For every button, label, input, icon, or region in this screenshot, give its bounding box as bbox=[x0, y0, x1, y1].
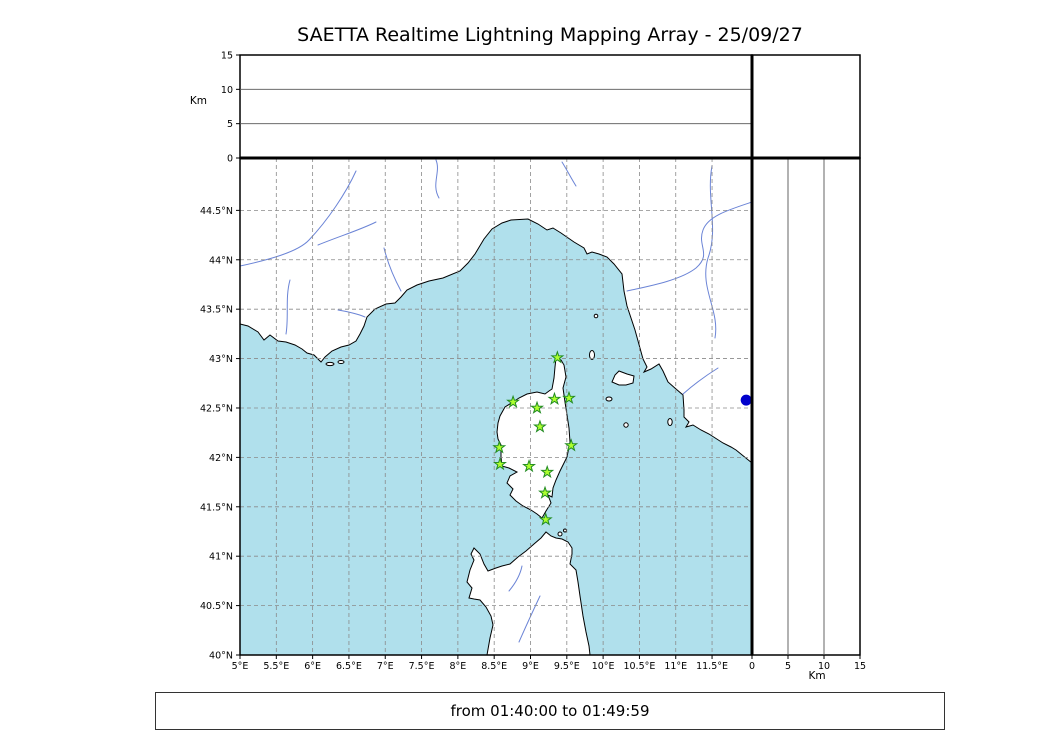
island-porquerolles bbox=[325, 361, 335, 367]
river-tiber bbox=[705, 165, 717, 339]
river-arno bbox=[626, 201, 752, 292]
map-panel bbox=[239, 157, 753, 656]
river-argens bbox=[337, 309, 366, 318]
lon-tick-label: 11°E bbox=[664, 661, 687, 672]
lon-tick-label: 8.5°E bbox=[481, 661, 507, 672]
lon-tick-label: 9.5°E bbox=[554, 661, 580, 672]
river-scrivia bbox=[561, 161, 577, 187]
station-star-5 bbox=[562, 390, 576, 405]
lat-tick-label: 42°N bbox=[209, 453, 233, 464]
lon-tick-label: 7.5°E bbox=[409, 661, 435, 672]
lon-tick-label: 6°E bbox=[304, 661, 321, 672]
island-giglio bbox=[667, 418, 673, 426]
alt-lon-tick-label: 5 bbox=[227, 119, 233, 130]
river-verdon bbox=[317, 221, 377, 246]
time-window-box: from 01:40:00 to 01:49:59 bbox=[155, 692, 945, 730]
lon-tick-label: 5.5°E bbox=[263, 661, 289, 672]
lat-tick-label: 44.5°N bbox=[200, 206, 233, 217]
km-unit-label-top: Km bbox=[190, 95, 207, 107]
island-maddalena-2 bbox=[563, 528, 567, 533]
alt-lon-tick-label: 0 bbox=[227, 154, 233, 165]
island-port-cros bbox=[337, 360, 345, 364]
alt-lon-tick-label: 15 bbox=[221, 51, 233, 62]
lon-tick-label: 11.5°E bbox=[696, 661, 728, 672]
lon-tick-label: 6.5°E bbox=[336, 661, 362, 672]
lon-tick-label: 9°E bbox=[522, 661, 539, 672]
map-gridlines bbox=[240, 158, 752, 655]
station-star-6 bbox=[532, 419, 547, 433]
coastline-sardinia bbox=[466, 531, 591, 655]
station-star-2 bbox=[506, 394, 521, 409]
map-content bbox=[240, 158, 752, 655]
river-durance bbox=[240, 170, 357, 267]
lat-tick-label: 43°N bbox=[209, 354, 233, 365]
station-star-10 bbox=[522, 458, 537, 473]
station-star-3 bbox=[530, 400, 545, 414]
lat-tick-label: 40°N bbox=[209, 651, 233, 662]
island-maddalena bbox=[557, 531, 563, 537]
lma-station-markers bbox=[492, 350, 579, 526]
time-window-text: from 01:40:00 to 01:49:59 bbox=[450, 702, 650, 720]
alt-lon-tick-label: 10 bbox=[221, 85, 233, 96]
river-coghinas bbox=[508, 565, 523, 592]
lat-tick-label: 42.5°N bbox=[200, 403, 233, 414]
page-title: SAETTA Realtime Lightning Mapping Array … bbox=[297, 24, 803, 46]
river-tirso bbox=[518, 595, 541, 643]
river-tanaro bbox=[435, 159, 440, 199]
lon-tick-label: 10°E bbox=[592, 661, 615, 672]
station-star-8 bbox=[564, 438, 579, 452]
coastline-france-italy bbox=[240, 158, 752, 464]
corner-panel-frame bbox=[751, 54, 861, 159]
station-star-11 bbox=[540, 464, 555, 479]
blue-dot-marker bbox=[740, 394, 752, 406]
river-ombrone bbox=[682, 367, 719, 395]
station-star-12 bbox=[538, 485, 553, 499]
alt-lat-tick-label: 10 bbox=[818, 661, 830, 672]
km-unit-label-right: Km bbox=[808, 670, 825, 682]
station-star-7 bbox=[492, 440, 507, 454]
alt-lon-panel-frame bbox=[239, 54, 753, 159]
station-star-4 bbox=[547, 391, 562, 406]
island-gorgona bbox=[593, 313, 599, 319]
axis-tick-marks bbox=[236, 54, 861, 659]
alt-lat-tick-label: 15 bbox=[854, 661, 866, 672]
station-star-1 bbox=[550, 350, 565, 364]
river-lower-durance bbox=[285, 279, 291, 335]
lon-tick-label: 8°E bbox=[449, 661, 466, 672]
island-elba bbox=[611, 370, 635, 386]
lat-tick-label: 44°N bbox=[209, 255, 233, 266]
lat-tick-label: 43.5°N bbox=[200, 305, 233, 316]
island-pianosa bbox=[605, 396, 613, 402]
lon-tick-label: 5°E bbox=[232, 661, 249, 672]
lat-tick-label: 41.5°N bbox=[200, 502, 233, 513]
alt-lat-tick-label: 0 bbox=[749, 661, 755, 672]
lon-tick-label: 7°E bbox=[377, 661, 394, 672]
alt-lat-gridlines bbox=[787, 158, 825, 655]
axis-tick-labels: 5°E 5.5°E 6°E 6.5°E 7°E 7.5°E 8°E 8.5°E 9°E 9.5°E… bbox=[190, 51, 866, 683]
island-montecristo bbox=[623, 422, 629, 428]
station-star-13 bbox=[538, 512, 553, 526]
alt-lon-gridlines bbox=[240, 88, 752, 125]
lat-tick-label: 41°N bbox=[209, 552, 233, 563]
altitude-longitude-panel bbox=[239, 54, 753, 159]
station-star-9 bbox=[493, 456, 507, 471]
alt-lat-panel-frame bbox=[751, 157, 861, 656]
lat-tick-label: 40.5°N bbox=[200, 601, 233, 612]
alt-lat-tick-label: 5 bbox=[785, 661, 791, 672]
island-capraia bbox=[589, 350, 595, 360]
lon-tick-label: 10.5°E bbox=[623, 661, 655, 672]
altitude-latitude-panel bbox=[751, 157, 861, 656]
